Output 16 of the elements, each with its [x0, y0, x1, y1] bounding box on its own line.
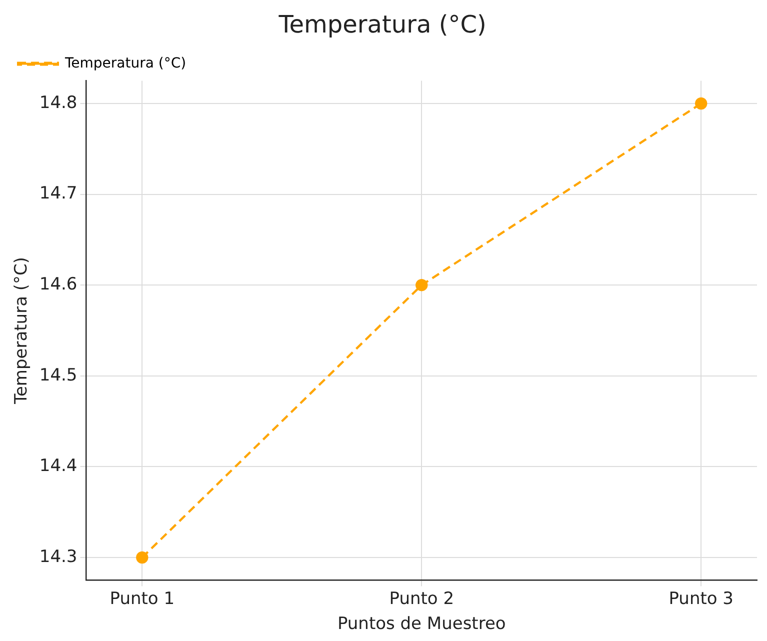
x-tick-label: Punto 3 [668, 588, 734, 609]
chart-title: Temperatura (°C) [278, 10, 486, 39]
point [136, 551, 148, 564]
y-tick-label: 14.4 [39, 456, 78, 476]
y-tick-label: 14.5 [39, 365, 78, 386]
y-tick-label: 14.7 [39, 184, 78, 204]
y-axis-title: Temperatura (°C) [12, 256, 32, 406]
y-tick-label: 14.3 [39, 546, 78, 567]
legend-label: Temperatura (°C) [64, 55, 186, 72]
y-tick-label: 14.6 [39, 274, 78, 295]
point [695, 97, 708, 110]
point [416, 279, 428, 292]
x-tick-label: Punto 2 [389, 588, 454, 609]
y-tick-label: 14.8 [39, 92, 78, 113]
x-axis-title: Puntos de Muestreo [337, 614, 506, 634]
x-tick-label: Punto 1 [110, 588, 175, 609]
